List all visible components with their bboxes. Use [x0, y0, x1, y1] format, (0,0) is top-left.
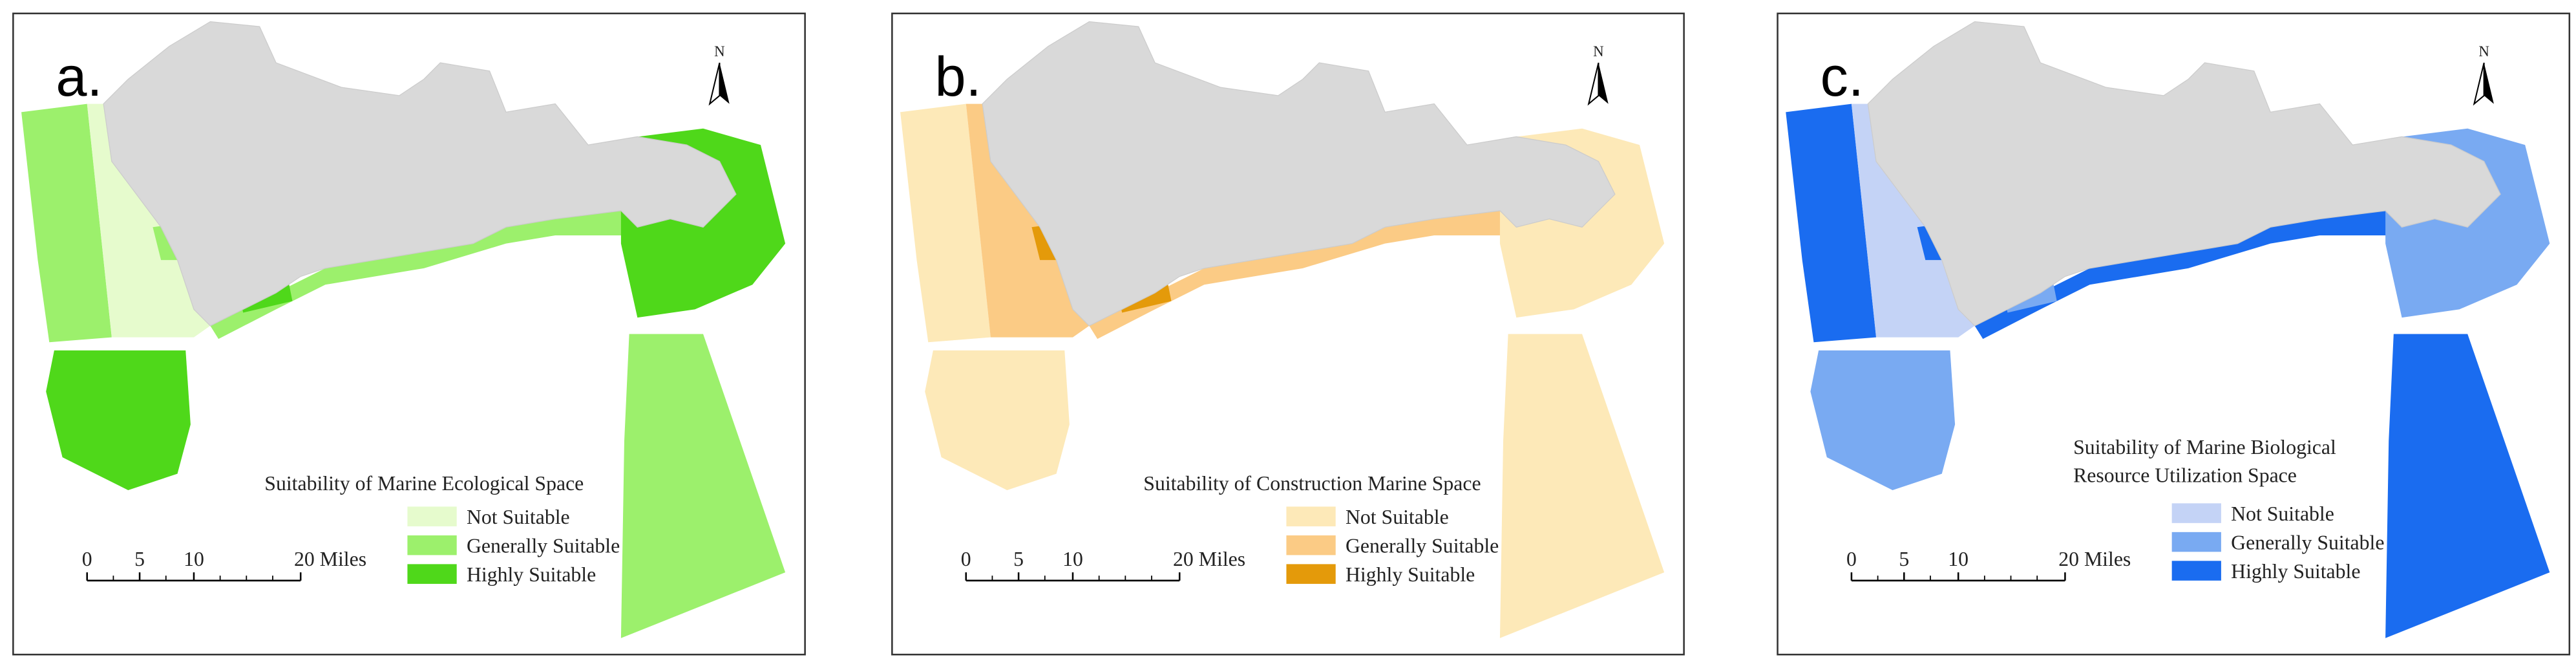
scale-label: 20 Miles [1173, 548, 1245, 570]
panel-label: b. [934, 46, 981, 108]
marine-zone [46, 350, 191, 490]
scale-label: 5 [134, 548, 145, 570]
panel-label: c. [1821, 46, 1864, 108]
legend-title: Suitability of Marine Ecological Space [264, 472, 584, 495]
land-area [982, 21, 1616, 327]
legend-swatch [2171, 532, 2221, 552]
legend-swatch [1286, 535, 1336, 555]
marine-zone [2385, 128, 2550, 318]
marine-zone [1089, 210, 1508, 339]
scale-label: 20 Miles [2058, 548, 2131, 570]
legend-title: Suitability of Construction Marine Space [1143, 472, 1481, 495]
legend-swatch [407, 535, 457, 555]
legend-swatch [2171, 503, 2221, 523]
scale-label: 0 [82, 548, 92, 570]
marine-zone [210, 210, 629, 339]
marine-zone [1499, 334, 1665, 638]
scale-label: 20 Miles [294, 548, 366, 570]
marine-zone [1974, 210, 2394, 339]
legend-label: Highly Suitable [1346, 563, 1475, 586]
north-arrow [1587, 62, 1599, 106]
land-area [103, 21, 737, 327]
north-arrow [1598, 63, 1609, 104]
marine-zone [900, 103, 991, 343]
legend-title: Resource Utilization Space [2073, 464, 2297, 486]
legend-label: Not Suitable [2231, 502, 2334, 525]
marine-zone [1810, 350, 1956, 490]
marine-zone [87, 103, 211, 338]
north-arrow [719, 63, 730, 104]
north-label: N [2478, 43, 2489, 59]
panel-label: a. [56, 46, 102, 108]
marine-zone [2385, 334, 2550, 638]
scale-label: 5 [1899, 548, 1909, 570]
legend-label: Highly Suitable [2231, 560, 2360, 583]
map-panel: b. N Suitability of Construction Marine Sp… [900, 21, 1665, 638]
legend-swatch [407, 564, 457, 584]
legend-label: Highly Suitable [467, 563, 596, 586]
north-label: N [714, 43, 725, 59]
legend-label: Not Suitable [1346, 506, 1449, 528]
marine-zone [1786, 103, 1877, 343]
legend-label: Not Suitable [467, 506, 570, 528]
scale-label: 10 [1062, 548, 1083, 570]
north-label: N [1593, 43, 1604, 59]
marine-zone [620, 128, 786, 318]
legend-swatch [407, 506, 457, 526]
land-area [1867, 21, 2501, 327]
map-panel: c. N Suitability of Marine Biological Resou… [1786, 21, 2550, 638]
legend-label: Generally Suitable [2231, 532, 2384, 554]
map-panel: a. N Suitability of Marine Ecological Spac… [21, 21, 786, 638]
marine-zone [1499, 128, 1665, 318]
marine-zone [620, 334, 786, 638]
legend-label: Generally Suitable [1346, 535, 1499, 557]
legend-label: Generally Suitable [467, 535, 620, 557]
north-arrow [708, 62, 721, 106]
marine-zone [1851, 103, 1975, 338]
north-arrow [2473, 62, 2485, 106]
scale-label: 0 [961, 548, 971, 570]
scale-label: 5 [1013, 548, 1024, 570]
scale-label: 10 [184, 548, 204, 570]
scale-label: 10 [1948, 548, 1969, 570]
legend-swatch [2171, 561, 2221, 581]
marine-zone [966, 103, 1090, 338]
legend-title: Suitability of Marine Biological [2073, 436, 2336, 458]
legend-swatch [1286, 506, 1336, 526]
legend-swatch [1286, 564, 1336, 584]
scale-label: 0 [1846, 548, 1857, 570]
marine-zone [21, 103, 112, 343]
north-arrow [2484, 63, 2494, 104]
marine-zone [925, 350, 1070, 490]
